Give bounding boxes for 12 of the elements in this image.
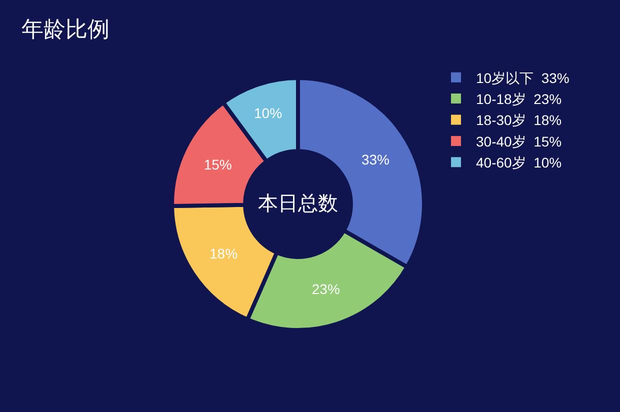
data-label: 10% xyxy=(254,104,282,121)
legend-label: 18-30岁 18% xyxy=(476,112,562,128)
chart-title: 年龄比例 xyxy=(22,16,110,42)
legend-label: 10-18岁 23% xyxy=(476,91,562,108)
legend-label: 10岁以下 33% xyxy=(476,70,570,86)
legend-label: 40-60岁 10% xyxy=(476,154,562,171)
data-label: 23% xyxy=(312,281,340,298)
text: 本日总数 xyxy=(258,193,338,215)
data-label: 33% xyxy=(361,151,390,168)
data-label: 18% xyxy=(210,246,238,262)
data-label: 15% xyxy=(204,156,232,172)
legend-label: 30-40岁 15% xyxy=(476,133,562,150)
